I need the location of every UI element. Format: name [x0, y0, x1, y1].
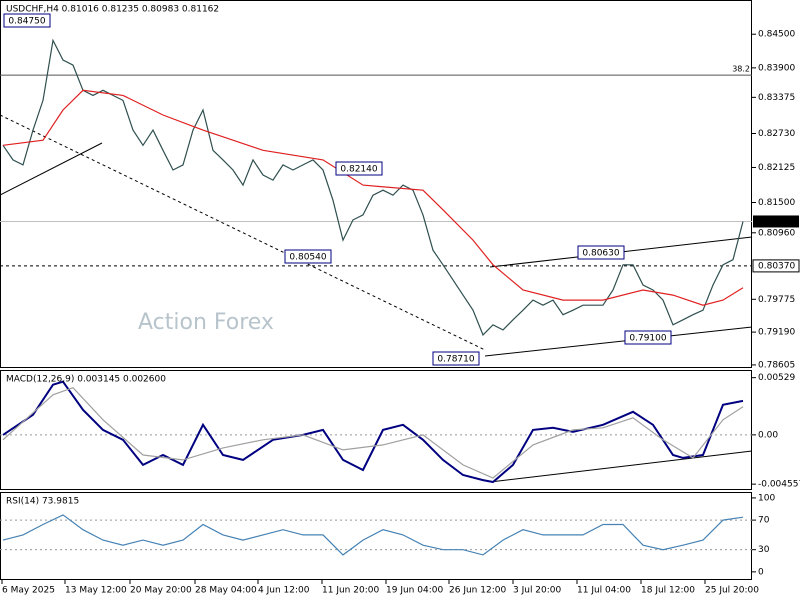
- y-tick-label: -0.004557: [758, 480, 800, 490]
- series-line: [2, 89, 744, 306]
- y-tick-label: 0.78605: [758, 360, 795, 370]
- fib-label: 38.2: [732, 65, 750, 74]
- panel-title: USDCHF,H4 0.81016 0.81235 0.80983 0.8116…: [6, 5, 219, 15]
- x-tick-label: 11 Jun 20:00: [322, 586, 379, 596]
- y-tick-label: 0.82730: [758, 129, 795, 139]
- annotation-box: [577, 245, 625, 260]
- y-tick-label: 0.80960: [758, 228, 795, 238]
- annotation-label: 0.79100: [629, 334, 666, 344]
- annotation-box: [335, 161, 383, 176]
- x-tick-label: 4 Jun 12:00: [258, 586, 310, 596]
- series-line: [2, 387, 744, 479]
- y-tick-label: 0.84500: [758, 30, 795, 40]
- level-label: 0.80370: [758, 261, 795, 271]
- watermark: Action Forex: [138, 310, 274, 335]
- current-price-box: [753, 215, 799, 228]
- x-tick-label: 25 Jul 20:00: [705, 586, 759, 596]
- x-tick-label: 26 Jun 12:00: [449, 586, 506, 596]
- y-tick-label: 0.00529: [758, 373, 795, 383]
- y-tick-label: 0.79190: [758, 328, 795, 338]
- x-tick-label: 6 May 2025: [2, 586, 55, 596]
- annotation-label: 0.80630: [582, 249, 619, 259]
- annotation-label: 0.78710: [437, 355, 474, 365]
- panel-frame: [0, 492, 752, 580]
- y-tick-label: 0.83375: [758, 93, 795, 103]
- panel-frame: [0, 370, 752, 490]
- x-tick-label: 28 May 04:00: [195, 586, 257, 596]
- y-tick-label: 0.00: [758, 430, 778, 440]
- annotation-box: [284, 249, 332, 264]
- level-box: [752, 259, 800, 273]
- series-line: [2, 38, 744, 336]
- current-price-label: 0.81162: [758, 217, 795, 227]
- y-tick-label: 0.79775: [758, 295, 795, 305]
- x-tick-label: 18 Jul 12:00: [641, 586, 695, 596]
- y-tick-label: 70: [758, 516, 770, 526]
- y-tick-label: 0: [758, 567, 764, 577]
- y-tick-label: 0.83900: [758, 63, 795, 73]
- annotation-box: [624, 330, 672, 345]
- series-line: [2, 380, 744, 484]
- x-tick-label: 11 Jul 04:00: [577, 586, 631, 596]
- annotation-box: [432, 351, 480, 366]
- annotation-label: 0.82140: [340, 165, 377, 175]
- x-tick-label: 20 May 20:00: [130, 586, 192, 596]
- x-tick-label: 13 May 12:00: [65, 586, 127, 596]
- y-tick-label: 0.81500: [758, 198, 795, 208]
- series-line: [2, 514, 744, 556]
- trendline: [484, 326, 753, 357]
- y-tick-label: 30: [758, 545, 770, 555]
- trendline: [0, 142, 103, 196]
- annotation-label: 0.80540: [289, 253, 326, 263]
- panel-frame: [0, 0, 752, 368]
- x-tick-label: 3 Jul 20:00: [513, 586, 562, 596]
- y-tick-label: 100: [758, 493, 775, 503]
- x-tick-label: 19 Jun 04:00: [386, 586, 443, 596]
- annotation-box: [3, 13, 51, 28]
- trendline: [489, 450, 753, 483]
- annotation-label: 0.84750: [8, 17, 45, 27]
- panel-title: RSI(14) 73.9815: [6, 497, 79, 507]
- y-tick-label: 0.82125: [758, 163, 795, 173]
- panel-title: MACD(12,26,9) 0.003145 0.002600: [6, 375, 166, 385]
